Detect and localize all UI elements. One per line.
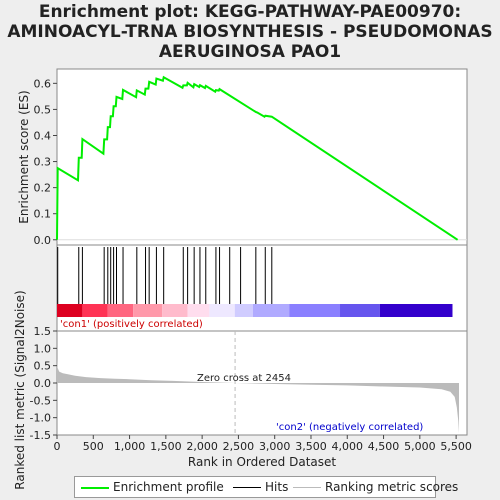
xtick-label: 1,000 [114,440,146,453]
zero-cross-label: Zero cross at 2454 [197,373,291,384]
legend-ranking-swatch [293,487,321,488]
legend-enrichment-swatch [81,486,109,489]
es-ytick-label: 0.2 [34,182,52,195]
negative-correlation-label: 'con2' (negatively correlated) [276,422,423,433]
title-line-1: Enrichment plot: KEGG-PATHWAY-PAE00970: [38,2,462,22]
title-line-3: AERUGINOSA PAO1 [158,42,342,62]
es-axis-label: Enrichment score (ES) [17,90,31,223]
legend-hits: Hits [233,480,288,494]
metric-ytick-label: -1.0 [30,412,51,425]
es-panel [56,68,468,246]
xtick-label: 2,500 [223,440,255,453]
metric-ytick-label: 1.0 [34,342,52,355]
metric-ytick-label: 0.5 [34,360,52,373]
es-ytick-label: 0.5 [34,103,52,116]
legend-hits-swatch [233,487,261,488]
metric-ytick-label: 0.0 [34,377,52,390]
ranked-list-segment [379,304,453,317]
chart-title: Enrichment plot: KEGG-PATHWAY-PAE00970: … [0,2,500,62]
ranked-list-segment [82,304,108,317]
ranked-list-segment [133,304,163,317]
ranked-list-segment [252,304,290,317]
es-ytick-label: 0.6 [34,77,52,90]
metric-ytick-label: 1.5 [34,325,52,338]
metric-ytick-label: -1.5 [30,429,51,442]
title-line-2: AMINOACYL-TRNA BIOSYNTHESIS - PSEUDOMONA… [7,22,493,42]
legend: Enrichment profile Hits Ranking metric s… [74,476,458,498]
ranked-list-segment [209,304,235,317]
es-ytick-label: 0.3 [34,156,52,169]
legend-ranking-label: Ranking metric scores [325,480,459,494]
legend-enrichment-label: Enrichment profile [113,480,224,494]
xtick-label: 4,500 [368,440,400,453]
xtick-label: 3,500 [295,440,327,453]
es-ytick-label: 0.1 [34,208,52,221]
ranked-list-segment [107,304,134,317]
positive-correlation-label: 'con1' (positively correlated) [60,319,203,330]
hits-group [57,247,273,304]
xtick-label: 5,500 [440,440,472,453]
legend-enrichment: Enrichment profile [81,480,224,494]
legend-ranking: Ranking metric scores [293,480,458,494]
x-axis-label: Rank in Ordered Dataset [188,455,336,469]
xtick-label: 1,500 [150,440,182,453]
metric-axis: 1.5 1.0 0.5 0.0 -0.5 -1.0 -1.50 500 1,000 1,500 2,… [30,325,472,453]
ranked-list-segment [340,304,380,317]
ranked-list-segment [162,304,188,317]
legend-hits-label: Hits [265,480,289,494]
xtick-label: 0 [54,440,61,453]
xtick-label: 4,000 [332,440,364,453]
xtick-label: 5,000 [404,440,436,453]
xtick-label: 500 [83,440,104,453]
metric-axis-label: Ranked list metric (Signal2Noise) [13,290,27,489]
ranked-list-segment [289,304,341,317]
ranked-list-segment [187,304,210,317]
ranked-list-segment [57,304,83,317]
enrichment-line [56,75,459,241]
xtick-label: 2,000 [186,440,218,453]
es-ytick-label: 0.0 [34,234,52,247]
xtick-label: 3,000 [259,440,291,453]
metric-ytick-label: -0.5 [30,394,51,407]
ranked-list-bar [57,304,453,317]
ranked-list-segment [234,304,253,317]
es-axis: 0.0 0.1 0.2 0.3 0.4 0.5 0.6 [34,77,467,247]
es-ytick-label: 0.4 [34,129,52,142]
